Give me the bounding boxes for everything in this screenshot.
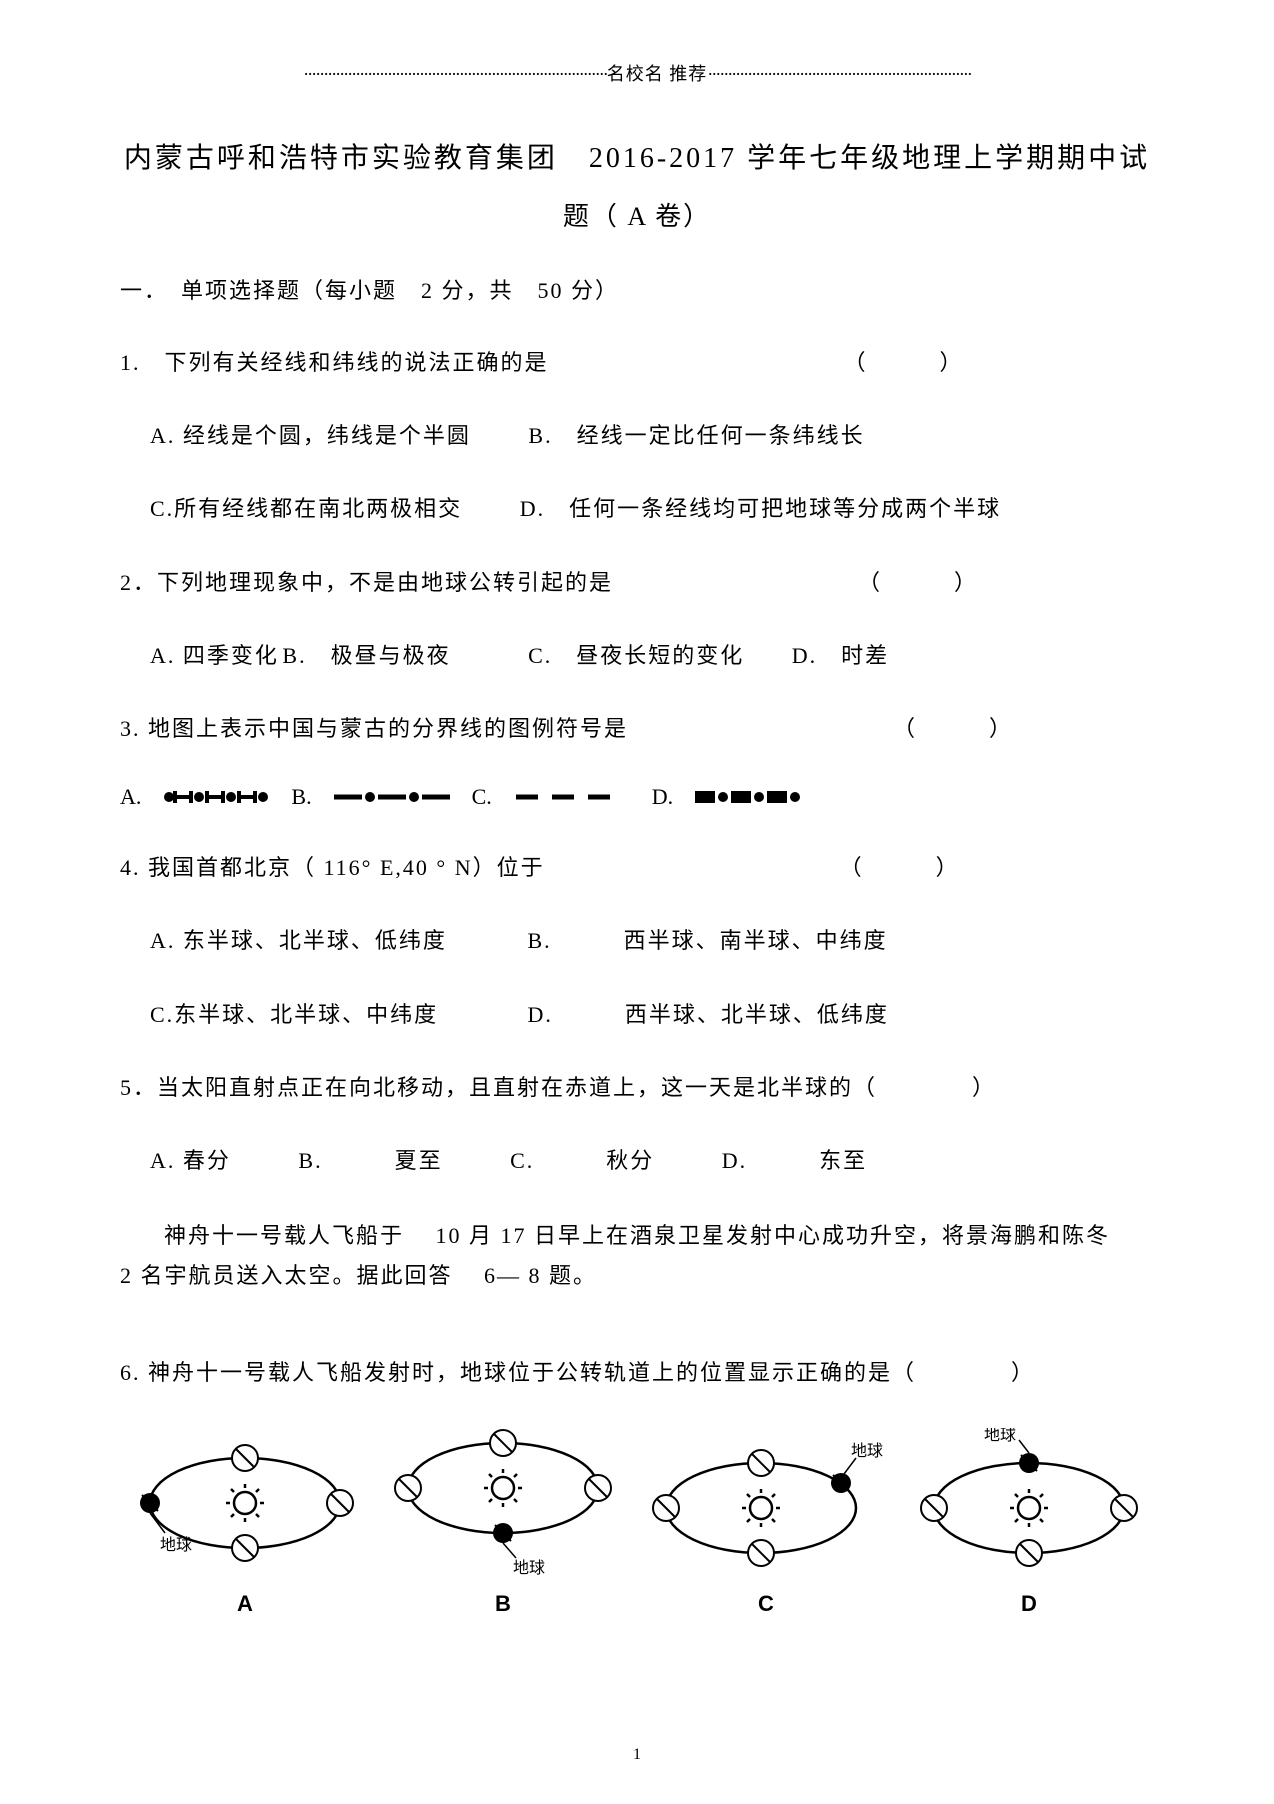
orbit-label-a: A bbox=[130, 1591, 360, 1617]
orbit-label-c: C bbox=[646, 1591, 886, 1617]
q3-labelB: B. bbox=[291, 784, 311, 810]
q3-labelA: A. bbox=[120, 784, 141, 810]
q4-optB: B. 西半球、南半球、中纬度 bbox=[528, 923, 888, 958]
q4-optA: A. 东半球、北半球、低纬度 bbox=[150, 923, 470, 958]
q1-options-row1: A. 经线是个圆，纬线是个半圆 B. 经线一定比任何一条纬线长 bbox=[120, 418, 1154, 453]
orbit-option-b: 地球 B bbox=[388, 1428, 618, 1617]
boundary-symbol-a-icon bbox=[161, 785, 271, 809]
exam-title-line2: 题（ A 卷） bbox=[120, 196, 1154, 233]
q6-stem: 6. 神舟十一号载人飞船发射时，地球位于公转轨道上的位置显示正确的是（ bbox=[120, 1360, 916, 1385]
q2-optC: C. 昼夜长短的变化 bbox=[528, 643, 744, 668]
orbit-b-icon: 地球 bbox=[388, 1428, 618, 1578]
orbit-label-d: D bbox=[914, 1591, 1144, 1617]
q4-options-row1: A. 东半球、北半球、低纬度 B. 西半球、南半球、中纬度 bbox=[120, 923, 1154, 958]
page-number: 1 bbox=[633, 1746, 641, 1764]
q1-optD: D. 任何一条经线均可把地球等分成两个半球 bbox=[520, 491, 1001, 526]
header-recommendation: ········································… bbox=[120, 60, 1154, 86]
boundary-symbol-d-icon bbox=[693, 785, 813, 809]
orbit-option-c: 地球 C bbox=[646, 1438, 886, 1617]
orbit-diagram-row: 地球 A 地球 B bbox=[120, 1428, 1154, 1617]
boundary-symbol-b-icon bbox=[332, 785, 452, 809]
question-1: 1. 下列有关经线和纬线的说法正确的是 （ ） bbox=[120, 345, 1154, 380]
q3-labelD: D. bbox=[652, 784, 673, 810]
question-6: 6. 神舟十一号载人飞船发射时，地球位于公转轨道上的位置显示正确的是（ ） bbox=[120, 1355, 1154, 1390]
q3-stem: 3. 地图上表示中国与蒙古的分界线的图例符号是 bbox=[120, 716, 628, 741]
question-2: 2．下列地理现象中，不是由地球公转引起的是 （ ） bbox=[120, 565, 1154, 600]
q4-optC: C.东半球、北半球、中纬度 bbox=[150, 997, 470, 1032]
q2-optB: B. 极昼与极夜 bbox=[282, 643, 450, 668]
q3-paren: （ ） bbox=[893, 711, 1013, 746]
q2-paren: （ ） bbox=[858, 565, 978, 600]
q3-options: A. B. C. D. bbox=[120, 784, 1154, 810]
q5-optD: D. 东至 bbox=[722, 1148, 867, 1173]
orbit-d-icon: 地球 bbox=[914, 1428, 1144, 1578]
q4-options-row2: C.东半球、北半球、中纬度 D. 西半球、北半球、低纬度 bbox=[120, 997, 1154, 1032]
earth-label-b: 地球 bbox=[513, 1559, 545, 1577]
q3-labelC: C. bbox=[472, 784, 492, 810]
context-paragraph: 神舟十一号载人飞船于 10 月 17 日早上在酒泉卫星发射中心成功升空，将景海鹏… bbox=[120, 1216, 1154, 1295]
q2-optD: D. 时差 bbox=[792, 643, 889, 668]
orbit-c-icon: 地球 bbox=[646, 1438, 886, 1578]
question-5: 5．当太阳直射点正在向北移动，且直射在赤道上，这一天是北半球的（ ） bbox=[120, 1070, 1154, 1105]
earth-label-d: 地球 bbox=[984, 1428, 1016, 1444]
q4-paren: （ ） bbox=[840, 850, 960, 885]
q5-options: A. 春分 B. 夏至 C. 秋分 D. 东至 bbox=[120, 1143, 1154, 1178]
q1-stem: 1. 下列有关经线和纬线的说法正确的是 bbox=[120, 350, 549, 375]
q2-options: A. 四季变化 B. 极昼与极夜 C. 昼夜长短的变化 D. 时差 bbox=[120, 638, 1154, 673]
q2-stem: 2．下列地理现象中，不是由地球公转引起的是 bbox=[120, 570, 613, 595]
boundary-symbol-c-icon bbox=[512, 785, 632, 809]
orbit-label-b: B bbox=[388, 1591, 618, 1617]
q5-paren: ） bbox=[972, 1075, 996, 1100]
q1-optA: A. 经线是个圆，纬线是个半圆 bbox=[150, 418, 471, 453]
q5-optA: A. 春分 bbox=[150, 1148, 231, 1173]
question-4: 4. 我国首都北京（ 116° E,40 ° N）位于 （ ） bbox=[120, 850, 1154, 885]
earth-label-a: 地球 bbox=[160, 1536, 192, 1554]
exam-title-line1: 内蒙古呼和浩特市实验教育集团 2016-2017 学年七年级地理上学期期中试 bbox=[120, 136, 1154, 176]
q1-paren: （ ） bbox=[844, 345, 964, 380]
section-header: 一． 单项选择题（每小题 2 分，共 50 分） bbox=[120, 273, 1154, 305]
q1-optB: B. 经线一定比任何一条纬线长 bbox=[528, 418, 864, 453]
dots-left: ········································… bbox=[303, 64, 607, 84]
dots-right: ········································… bbox=[707, 64, 971, 84]
orbit-a-icon: 地球 bbox=[130, 1438, 360, 1578]
q2-optA: A. 四季变化 bbox=[150, 643, 279, 668]
q5-stem: 5．当太阳直射点正在向北移动，且直射在赤道上，这一天是北半球的（ bbox=[120, 1075, 877, 1100]
orbit-option-a: 地球 A bbox=[130, 1438, 360, 1617]
orbit-option-d: 地球 D bbox=[914, 1428, 1144, 1617]
q6-paren: ） bbox=[1011, 1360, 1035, 1385]
q1-options-row2: C.所有经线都在南北两极相交 D. 任何一条经线均可把地球等分成两个半球 bbox=[120, 491, 1154, 526]
q5-optC: C. 秋分 bbox=[510, 1148, 654, 1173]
q5-optB: B. 夏至 bbox=[298, 1148, 442, 1173]
q4-stem: 4. 我国首都北京（ 116° E,40 ° N）位于 bbox=[120, 855, 545, 880]
q1-optC: C.所有经线都在南北两极相交 bbox=[150, 491, 462, 526]
q4-optD: D. 西半球、北半球、低纬度 bbox=[528, 997, 889, 1032]
earth-label-c: 地球 bbox=[851, 1442, 883, 1460]
question-3: 3. 地图上表示中国与蒙古的分界线的图例符号是 （ ） bbox=[120, 711, 1154, 746]
header-label: 名校名 推荐 bbox=[607, 64, 708, 84]
